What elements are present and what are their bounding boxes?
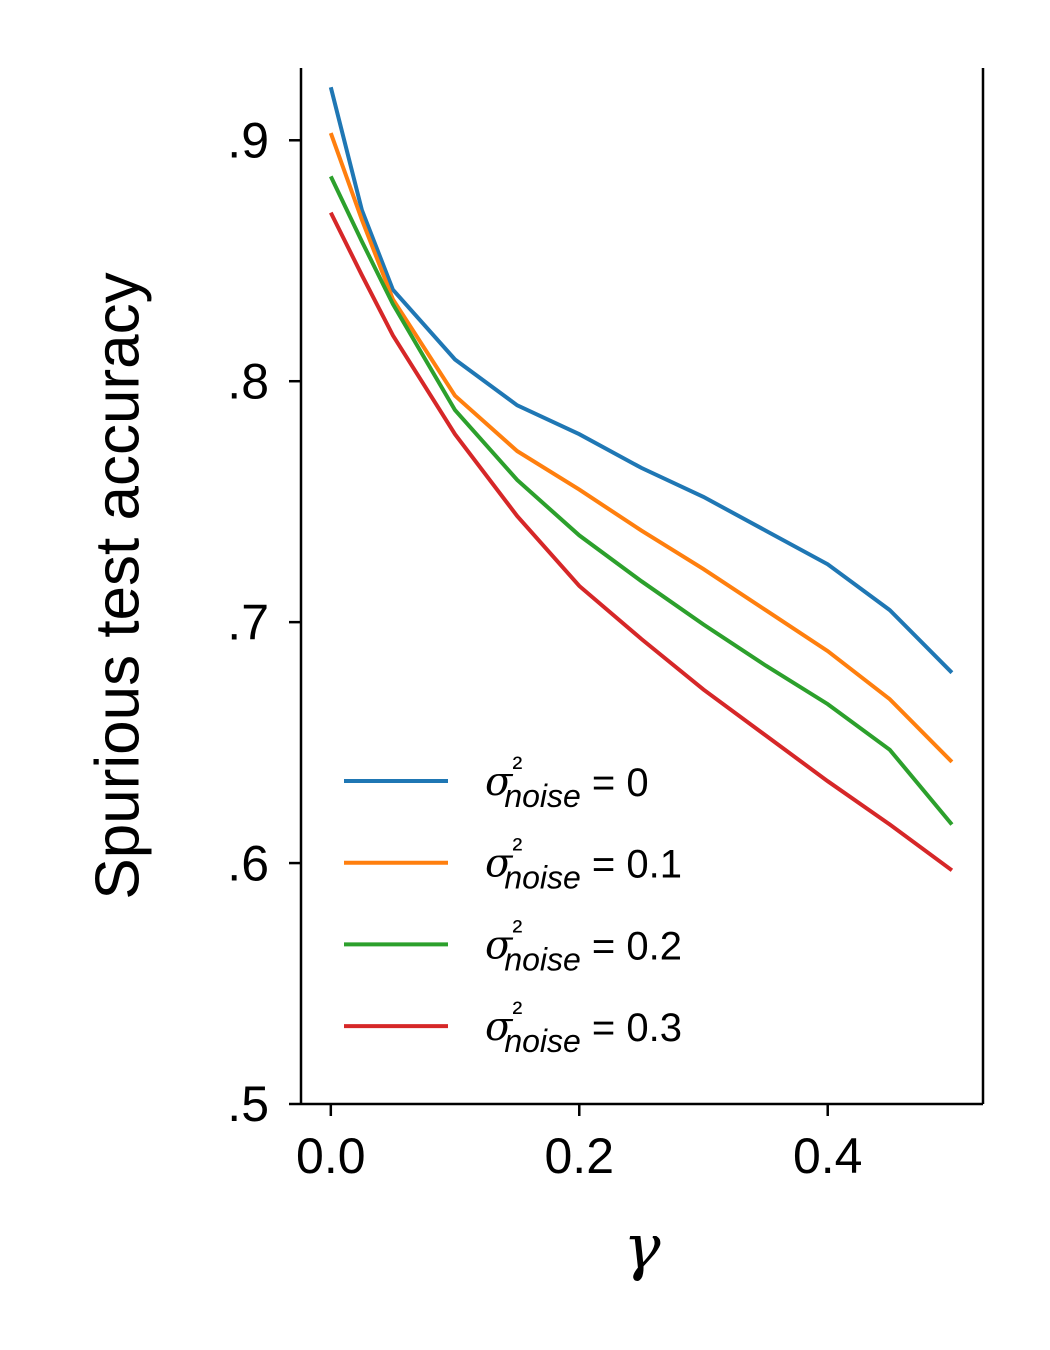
x-tick-label: 0.2 xyxy=(545,1128,615,1184)
y-tick-label: .5 xyxy=(227,1076,269,1132)
legend-label: σ² noise = 0.1 xyxy=(485,833,682,897)
x-tick-label: 0.0 xyxy=(296,1128,366,1184)
y-tick-label: .8 xyxy=(227,353,269,409)
legend-label: σ² noise = 0.2 xyxy=(485,914,682,978)
series-line xyxy=(328,132,954,764)
x-axis-label: γ xyxy=(623,1210,661,1283)
y-tick-label: .6 xyxy=(227,835,269,891)
legend-label: σ² noise = 0.3 xyxy=(485,996,682,1060)
series-line xyxy=(328,86,954,675)
series-line xyxy=(329,211,954,872)
series-line xyxy=(328,175,954,826)
legend-label: σ² noise = 0 xyxy=(485,751,649,815)
y-tick-label: .7 xyxy=(227,594,269,650)
x-tick-label: 0.4 xyxy=(793,1128,863,1184)
y-axis-label: Spurious test accuracy xyxy=(83,272,152,899)
y-tick-label: .9 xyxy=(227,112,269,168)
